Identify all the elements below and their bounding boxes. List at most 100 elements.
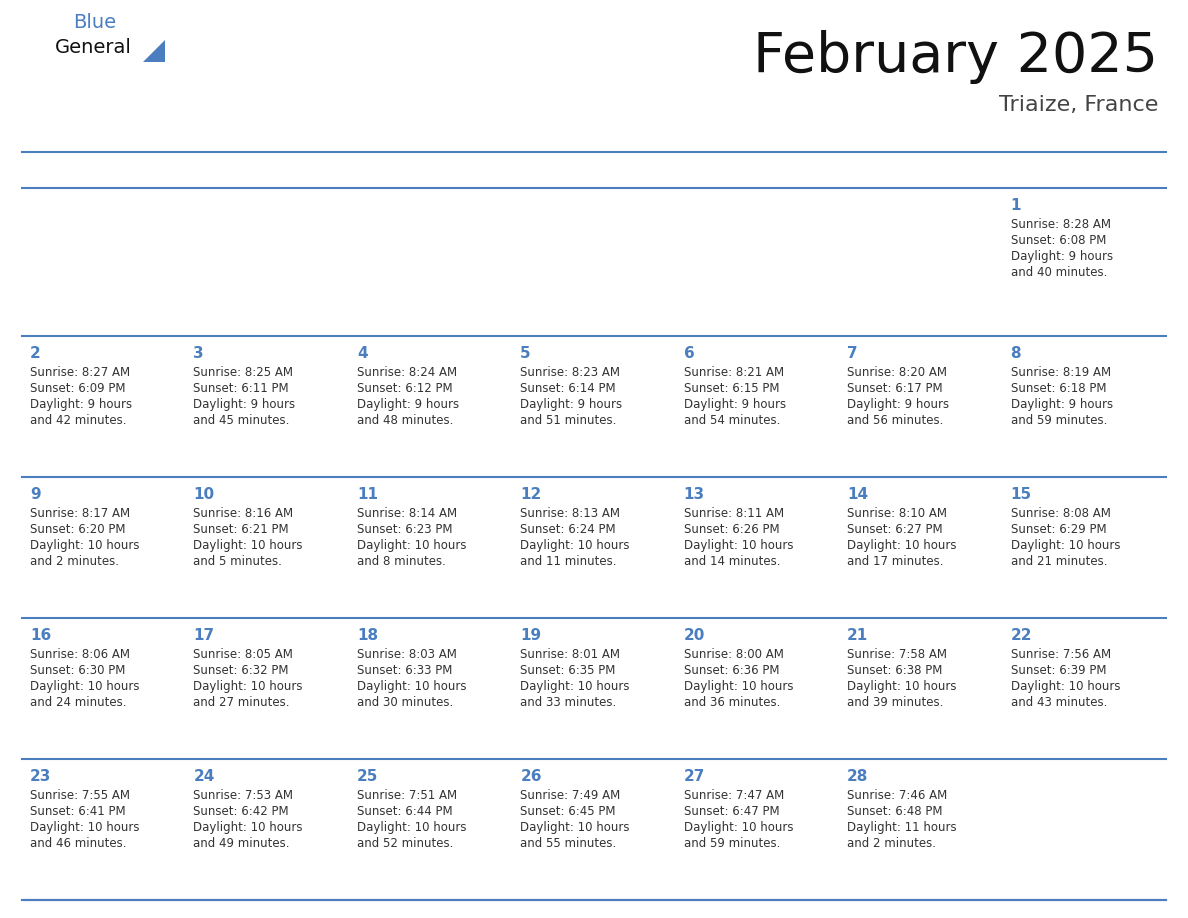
Text: Sunset: 6:33 PM: Sunset: 6:33 PM bbox=[356, 664, 453, 677]
Text: 16: 16 bbox=[30, 628, 51, 643]
Text: 5: 5 bbox=[520, 346, 531, 361]
Text: Daylight: 10 hours: Daylight: 10 hours bbox=[194, 539, 303, 552]
Text: Sunset: 6:47 PM: Sunset: 6:47 PM bbox=[684, 805, 779, 818]
Text: Sunday: Sunday bbox=[30, 162, 94, 177]
Text: Daylight: 10 hours: Daylight: 10 hours bbox=[356, 821, 467, 834]
Text: 6: 6 bbox=[684, 346, 695, 361]
Text: Sunrise: 8:01 AM: Sunrise: 8:01 AM bbox=[520, 648, 620, 661]
Text: Daylight: 9 hours: Daylight: 9 hours bbox=[194, 398, 296, 411]
Text: Sunrise: 7:58 AM: Sunrise: 7:58 AM bbox=[847, 648, 947, 661]
Text: Daylight: 10 hours: Daylight: 10 hours bbox=[520, 821, 630, 834]
Text: Daylight: 10 hours: Daylight: 10 hours bbox=[1011, 539, 1120, 552]
Text: Daylight: 10 hours: Daylight: 10 hours bbox=[356, 539, 467, 552]
Text: 7: 7 bbox=[847, 346, 858, 361]
Text: and 43 minutes.: and 43 minutes. bbox=[1011, 696, 1107, 709]
Text: 12: 12 bbox=[520, 487, 542, 502]
Text: and 21 minutes.: and 21 minutes. bbox=[1011, 555, 1107, 568]
Text: Sunrise: 8:16 AM: Sunrise: 8:16 AM bbox=[194, 507, 293, 520]
Text: Thursday: Thursday bbox=[684, 162, 763, 177]
Text: Daylight: 10 hours: Daylight: 10 hours bbox=[684, 680, 794, 693]
Text: and 30 minutes.: and 30 minutes. bbox=[356, 696, 453, 709]
Text: Sunrise: 7:47 AM: Sunrise: 7:47 AM bbox=[684, 789, 784, 802]
Text: 11: 11 bbox=[356, 487, 378, 502]
Text: Sunrise: 7:49 AM: Sunrise: 7:49 AM bbox=[520, 789, 620, 802]
Text: Sunrise: 8:14 AM: Sunrise: 8:14 AM bbox=[356, 507, 457, 520]
Text: and 14 minutes.: and 14 minutes. bbox=[684, 555, 781, 568]
Text: Sunset: 6:20 PM: Sunset: 6:20 PM bbox=[30, 523, 126, 536]
Text: Daylight: 10 hours: Daylight: 10 hours bbox=[194, 821, 303, 834]
Text: and 59 minutes.: and 59 minutes. bbox=[1011, 414, 1107, 427]
Text: 10: 10 bbox=[194, 487, 215, 502]
Text: Sunset: 6:35 PM: Sunset: 6:35 PM bbox=[520, 664, 615, 677]
Text: 20: 20 bbox=[684, 628, 706, 643]
Text: Sunrise: 8:03 AM: Sunrise: 8:03 AM bbox=[356, 648, 456, 661]
Text: Daylight: 10 hours: Daylight: 10 hours bbox=[1011, 680, 1120, 693]
Text: 26: 26 bbox=[520, 769, 542, 784]
Text: Daylight: 9 hours: Daylight: 9 hours bbox=[1011, 250, 1113, 263]
Text: Sunset: 6:44 PM: Sunset: 6:44 PM bbox=[356, 805, 453, 818]
Text: Daylight: 10 hours: Daylight: 10 hours bbox=[684, 539, 794, 552]
Text: Sunrise: 8:24 AM: Sunrise: 8:24 AM bbox=[356, 366, 457, 379]
Text: Daylight: 9 hours: Daylight: 9 hours bbox=[356, 398, 459, 411]
Text: Sunrise: 7:51 AM: Sunrise: 7:51 AM bbox=[356, 789, 457, 802]
Text: 23: 23 bbox=[30, 769, 51, 784]
Text: Sunset: 6:42 PM: Sunset: 6:42 PM bbox=[194, 805, 289, 818]
Text: and 56 minutes.: and 56 minutes. bbox=[847, 414, 943, 427]
Text: Saturday: Saturday bbox=[1011, 162, 1088, 177]
Text: Sunrise: 7:56 AM: Sunrise: 7:56 AM bbox=[1011, 648, 1111, 661]
Text: 9: 9 bbox=[30, 487, 40, 502]
Text: Sunset: 6:09 PM: Sunset: 6:09 PM bbox=[30, 382, 126, 395]
Text: and 54 minutes.: and 54 minutes. bbox=[684, 414, 781, 427]
Text: Sunrise: 7:55 AM: Sunrise: 7:55 AM bbox=[30, 789, 129, 802]
Text: Sunset: 6:29 PM: Sunset: 6:29 PM bbox=[1011, 523, 1106, 536]
Text: Sunrise: 8:23 AM: Sunrise: 8:23 AM bbox=[520, 366, 620, 379]
Text: General: General bbox=[55, 38, 132, 57]
Text: Sunset: 6:36 PM: Sunset: 6:36 PM bbox=[684, 664, 779, 677]
Text: Sunset: 6:14 PM: Sunset: 6:14 PM bbox=[520, 382, 615, 395]
Text: and 49 minutes.: and 49 minutes. bbox=[194, 837, 290, 850]
Text: and 8 minutes.: and 8 minutes. bbox=[356, 555, 446, 568]
Text: Sunrise: 8:10 AM: Sunrise: 8:10 AM bbox=[847, 507, 947, 520]
Text: Sunset: 6:08 PM: Sunset: 6:08 PM bbox=[1011, 234, 1106, 247]
Text: Blue: Blue bbox=[72, 13, 116, 32]
Text: Sunrise: 7:53 AM: Sunrise: 7:53 AM bbox=[194, 789, 293, 802]
Text: and 40 minutes.: and 40 minutes. bbox=[1011, 266, 1107, 279]
Text: Daylight: 9 hours: Daylight: 9 hours bbox=[847, 398, 949, 411]
Text: Sunset: 6:21 PM: Sunset: 6:21 PM bbox=[194, 523, 289, 536]
Text: Daylight: 10 hours: Daylight: 10 hours bbox=[30, 539, 139, 552]
Text: and 36 minutes.: and 36 minutes. bbox=[684, 696, 781, 709]
Text: 2: 2 bbox=[30, 346, 40, 361]
Text: and 51 minutes.: and 51 minutes. bbox=[520, 414, 617, 427]
Text: and 52 minutes.: and 52 minutes. bbox=[356, 837, 454, 850]
Text: and 17 minutes.: and 17 minutes. bbox=[847, 555, 943, 568]
Text: Daylight: 9 hours: Daylight: 9 hours bbox=[520, 398, 623, 411]
Text: Sunrise: 8:06 AM: Sunrise: 8:06 AM bbox=[30, 648, 129, 661]
Text: 24: 24 bbox=[194, 769, 215, 784]
Text: Tuesday: Tuesday bbox=[356, 162, 426, 177]
Text: Daylight: 10 hours: Daylight: 10 hours bbox=[847, 539, 956, 552]
Text: Sunrise: 8:19 AM: Sunrise: 8:19 AM bbox=[1011, 366, 1111, 379]
Text: 19: 19 bbox=[520, 628, 542, 643]
Text: Sunset: 6:45 PM: Sunset: 6:45 PM bbox=[520, 805, 615, 818]
Text: Daylight: 10 hours: Daylight: 10 hours bbox=[520, 680, 630, 693]
Text: Sunrise: 8:25 AM: Sunrise: 8:25 AM bbox=[194, 366, 293, 379]
Text: Sunset: 6:38 PM: Sunset: 6:38 PM bbox=[847, 664, 942, 677]
Text: and 2 minutes.: and 2 minutes. bbox=[847, 837, 936, 850]
Text: and 46 minutes.: and 46 minutes. bbox=[30, 837, 126, 850]
Text: Daylight: 10 hours: Daylight: 10 hours bbox=[194, 680, 303, 693]
Text: February 2025: February 2025 bbox=[753, 30, 1158, 84]
Text: Sunrise: 8:21 AM: Sunrise: 8:21 AM bbox=[684, 366, 784, 379]
Text: Sunset: 6:32 PM: Sunset: 6:32 PM bbox=[194, 664, 289, 677]
Text: 14: 14 bbox=[847, 487, 868, 502]
Text: Sunset: 6:24 PM: Sunset: 6:24 PM bbox=[520, 523, 615, 536]
Text: Sunset: 6:27 PM: Sunset: 6:27 PM bbox=[847, 523, 943, 536]
Text: 17: 17 bbox=[194, 628, 215, 643]
Text: 4: 4 bbox=[356, 346, 367, 361]
Text: Daylight: 10 hours: Daylight: 10 hours bbox=[847, 680, 956, 693]
Text: 28: 28 bbox=[847, 769, 868, 784]
Polygon shape bbox=[143, 40, 165, 62]
Text: Sunset: 6:12 PM: Sunset: 6:12 PM bbox=[356, 382, 453, 395]
Text: Sunset: 6:30 PM: Sunset: 6:30 PM bbox=[30, 664, 126, 677]
Text: and 42 minutes.: and 42 minutes. bbox=[30, 414, 126, 427]
Text: Daylight: 11 hours: Daylight: 11 hours bbox=[847, 821, 956, 834]
